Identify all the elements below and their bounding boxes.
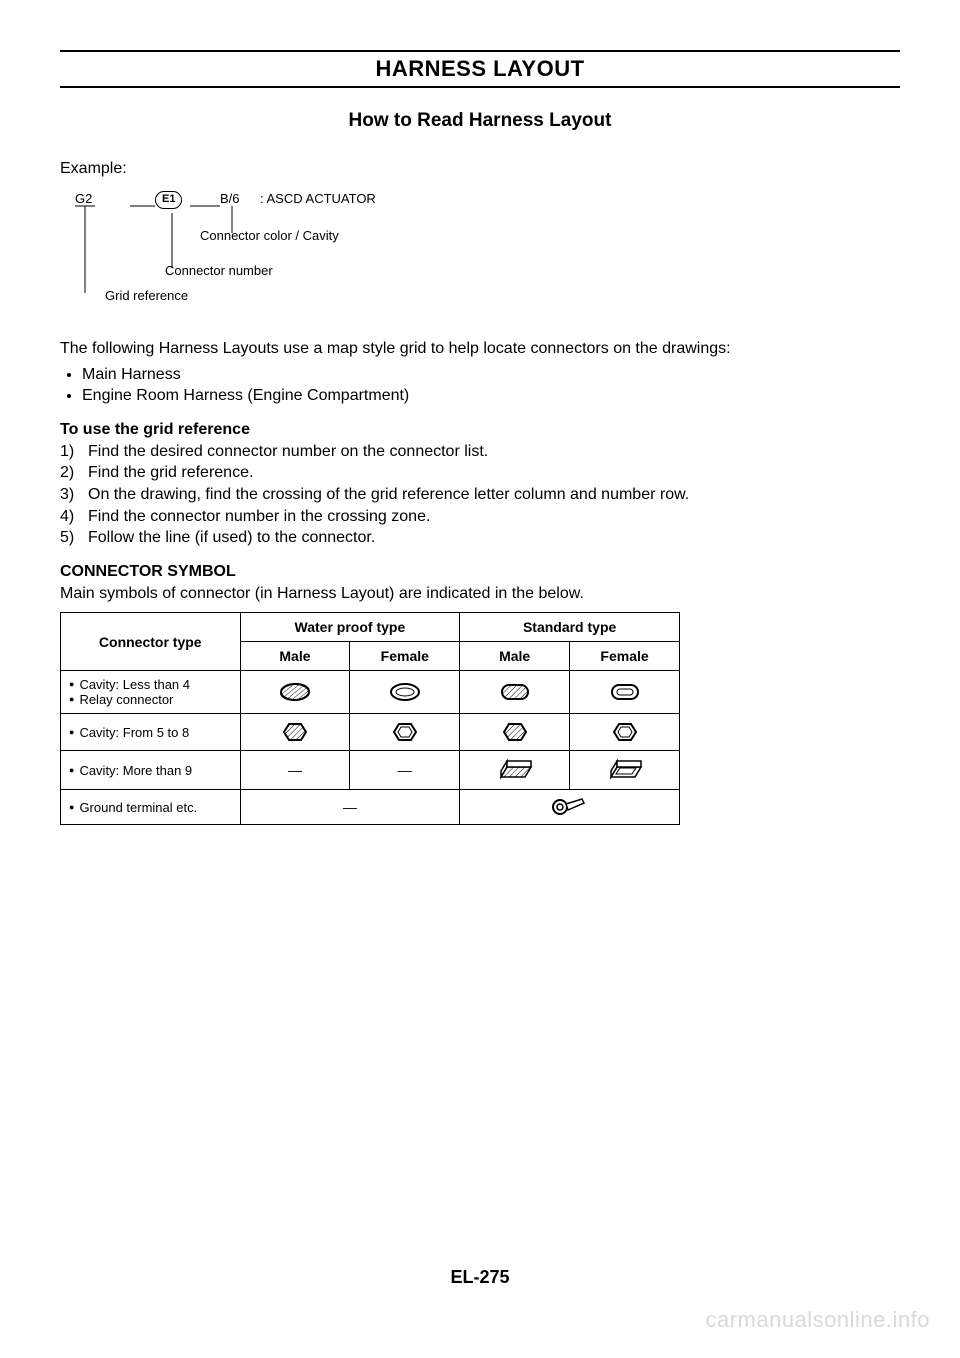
th-connector-type: Connector type — [61, 613, 241, 671]
diagram-connector-pill: E1 — [155, 191, 182, 209]
connector-symbol-table: Connector type Water proof type Standard… — [60, 612, 680, 825]
cell-symbol — [570, 671, 680, 714]
list-item: Find the desired connector number on the… — [60, 441, 900, 463]
watermark: carmanualsonline.info — [705, 1307, 930, 1333]
table-row: Connector type Water proof type Standard… — [61, 613, 680, 642]
th-female: Female — [350, 642, 460, 671]
diagram-color-cavity: B/6 — [220, 191, 240, 206]
row-label: Cavity: Less than 4 Relay connector — [61, 671, 241, 714]
cell-dash: — — [350, 751, 460, 790]
list-item: Follow the line (if used) to the connect… — [60, 527, 900, 549]
wp-hex-male-icon — [276, 720, 314, 744]
list-item: Find the connector number in the crossin… — [60, 506, 900, 528]
table-row: Cavity: More than 9 — — — [61, 751, 680, 790]
rule-top — [60, 50, 900, 52]
example-diagram-lines — [60, 188, 460, 328]
cell-dash: — — [240, 790, 460, 825]
wp-oval-male-icon — [278, 681, 312, 703]
example-diagram: G2 E1 B/6 : ASCD ACTUATOR Connector colo… — [60, 188, 460, 328]
cell-symbol — [460, 790, 680, 825]
th-standard: Standard type — [460, 613, 680, 642]
callout-grid-reference: Grid reference — [105, 288, 188, 303]
callout-color-cavity: Connector color / Cavity — [200, 228, 339, 243]
row-label: Cavity: More than 9 — [61, 751, 241, 790]
list-item: Find the grid reference. — [60, 462, 900, 484]
list-item: On the drawing, find the crossing of the… — [60, 484, 900, 506]
rule-bottom — [60, 86, 900, 88]
grid-steps: Find the desired connector number on the… — [60, 441, 900, 549]
th-male: Male — [460, 642, 570, 671]
row-label: Ground terminal etc. — [61, 790, 241, 825]
cell-symbol — [350, 714, 460, 751]
example-label: Example: — [60, 160, 900, 178]
std-hex-female-icon — [606, 720, 644, 744]
std-oval-female-icon — [608, 681, 642, 703]
cell-symbol — [240, 714, 350, 751]
list-item: Main Harness — [82, 364, 900, 386]
cell-symbol — [570, 714, 680, 751]
ring-terminal-icon — [548, 796, 592, 818]
wp-hex-female-icon — [386, 720, 424, 744]
cell-symbol — [350, 671, 460, 714]
table-row: Ground terminal etc. — — [61, 790, 680, 825]
std-oval-male-icon — [498, 681, 532, 703]
table-row: Cavity: Less than 4 Relay connector — [61, 671, 680, 714]
grid-heading: To use the grid reference — [60, 421, 900, 439]
harness-list: Main Harness Engine Room Harness (Engine… — [60, 364, 900, 407]
cell-dash: — — [240, 751, 350, 790]
diagram-grid-ref: G2 — [75, 191, 92, 206]
row-label: Cavity: From 5 to 8 — [61, 714, 241, 751]
std-hex-male-icon — [496, 720, 534, 744]
connector-symbol-heading: CONNECTOR SYMBOL — [60, 563, 900, 581]
diagram-desc: : ASCD ACTUATOR — [260, 191, 376, 206]
table-row: Cavity: From 5 to 8 — [61, 714, 680, 751]
th-male: Male — [240, 642, 350, 671]
cell-symbol — [460, 751, 570, 790]
list-item: Engine Room Harness (Engine Compartment) — [82, 385, 900, 407]
callout-connector-number: Connector number — [165, 263, 273, 278]
intro-text: The following Harness Layouts use a map … — [60, 338, 900, 360]
cell-symbol — [240, 671, 350, 714]
th-waterproof: Water proof type — [240, 613, 460, 642]
std-rect-female-icon — [605, 757, 645, 783]
sub-heading: How to Read Harness Layout — [60, 110, 900, 132]
section-title: HARNESS LAYOUT — [60, 56, 900, 82]
cell-symbol — [460, 714, 570, 751]
th-female: Female — [570, 642, 680, 671]
connector-symbol-intro: Main symbols of connector (in Harness La… — [60, 583, 900, 605]
wp-oval-female-icon — [388, 681, 422, 703]
cell-symbol — [570, 751, 680, 790]
cell-symbol — [460, 671, 570, 714]
std-rect-male-icon — [495, 757, 535, 783]
page-number: EL-275 — [0, 1267, 960, 1288]
page: HARNESS LAYOUT How to Read Harness Layou… — [0, 0, 960, 1358]
